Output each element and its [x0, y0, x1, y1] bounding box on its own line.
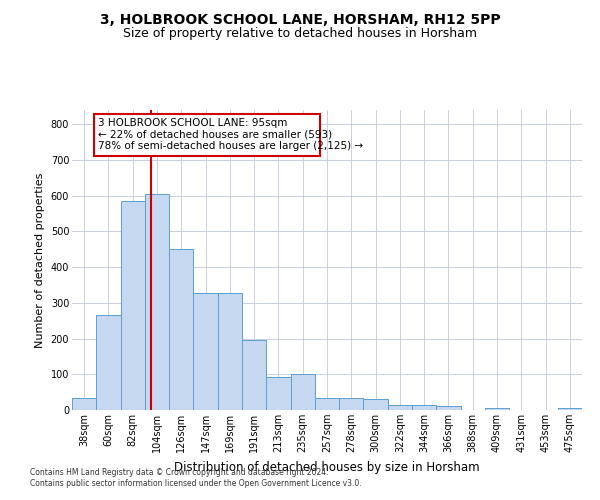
- Bar: [94, 114, 320, 156]
- Bar: [388, 404, 412, 410]
- Bar: [266, 377, 290, 410]
- Bar: [169, 250, 193, 410]
- Text: Contains HM Land Registry data © Crown copyright and database right 2024.
Contai: Contains HM Land Registry data © Crown c…: [30, 468, 362, 487]
- Bar: [364, 400, 388, 410]
- Bar: [339, 398, 364, 410]
- Y-axis label: Number of detached properties: Number of detached properties: [35, 172, 45, 348]
- Bar: [72, 398, 96, 410]
- Text: 3 HOLBROOK SCHOOL LANE: 95sqm: 3 HOLBROOK SCHOOL LANE: 95sqm: [97, 118, 287, 128]
- Bar: [96, 316, 121, 410]
- Bar: [558, 408, 582, 410]
- Bar: [145, 194, 169, 410]
- Bar: [121, 201, 145, 410]
- Text: ← 22% of detached houses are smaller (593): ← 22% of detached houses are smaller (59…: [97, 130, 332, 140]
- Bar: [242, 340, 266, 410]
- Bar: [412, 405, 436, 410]
- Bar: [485, 408, 509, 410]
- X-axis label: Distribution of detached houses by size in Horsham: Distribution of detached houses by size …: [174, 460, 480, 473]
- Text: 78% of semi-detached houses are larger (2,125) →: 78% of semi-detached houses are larger (…: [97, 142, 362, 152]
- Bar: [436, 406, 461, 410]
- Bar: [193, 293, 218, 410]
- Text: Size of property relative to detached houses in Horsham: Size of property relative to detached ho…: [123, 28, 477, 40]
- Text: 3, HOLBROOK SCHOOL LANE, HORSHAM, RH12 5PP: 3, HOLBROOK SCHOOL LANE, HORSHAM, RH12 5…: [100, 12, 500, 26]
- Bar: [218, 293, 242, 410]
- Bar: [315, 398, 339, 410]
- Bar: [290, 374, 315, 410]
